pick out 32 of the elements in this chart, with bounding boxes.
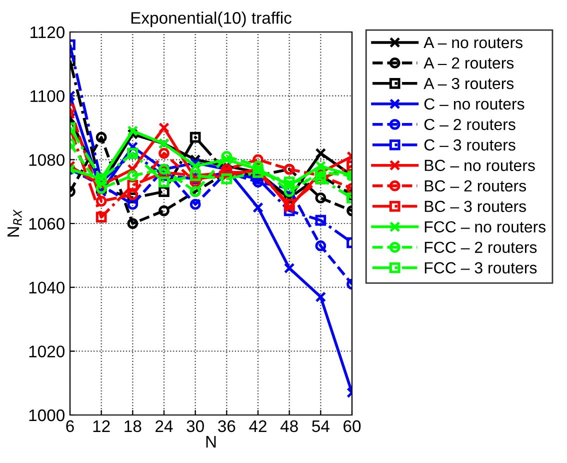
x-tick-label: 12 — [93, 420, 110, 432]
legend-label: BC – 2 routers — [424, 180, 526, 192]
legend-label: A – 3 routers — [424, 78, 514, 90]
y-tick-label: 1060 — [29, 218, 64, 230]
x-tick-label: 60 — [344, 420, 361, 432]
x-tick-label: 24 — [156, 420, 173, 432]
legend-label: C – 3 routers — [424, 139, 516, 151]
legend-label: C – 2 routers — [424, 118, 516, 130]
x-tick-label: 48 — [280, 420, 298, 432]
y-tick-label: 1100 — [30, 90, 64, 102]
x-tick-label: 30 — [186, 420, 204, 432]
legend-label: BC – 3 routers — [424, 200, 526, 212]
y-tick-label: 1000 — [29, 409, 64, 422]
legend-label: C – no routers — [424, 98, 524, 110]
x-tick-label: 18 — [124, 420, 142, 432]
x-axis-title: N — [206, 436, 216, 448]
legend-label: FCC – no routers — [424, 221, 546, 233]
x-tick-label: 36 — [218, 420, 236, 432]
y-tick-label: 1020 — [29, 346, 64, 358]
x-tick-label: 42 — [249, 420, 266, 432]
y-tick-label: 1040 — [29, 282, 64, 294]
legend-label: FCC – 3 routers — [424, 262, 537, 274]
legend-label: A – 2 routers — [424, 57, 514, 69]
y-tick-label: 1120 — [30, 26, 64, 38]
y-axis-title: N$_{RX}$ — [8, 209, 22, 237]
x-tick-label: 6 — [66, 420, 74, 432]
legend-label: A – no routers — [424, 37, 522, 48]
legend-label: BC – no routers — [424, 160, 535, 172]
y-tick-label: 1080 — [29, 154, 64, 166]
legend-label: FCC – 2 routers — [424, 242, 537, 253]
x-tick-label: 54 — [312, 420, 330, 432]
chart-title: Exponential(10) traffic — [131, 12, 292, 28]
